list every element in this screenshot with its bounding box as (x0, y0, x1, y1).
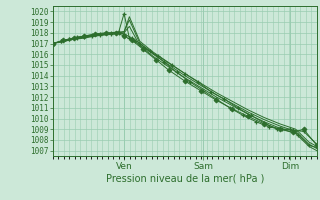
X-axis label: Pression niveau de la mer( hPa ): Pression niveau de la mer( hPa ) (106, 173, 264, 183)
